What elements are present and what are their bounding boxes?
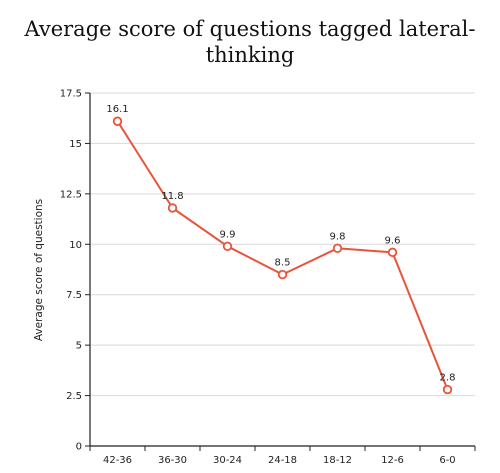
- data-label: 9.8: [330, 231, 346, 242]
- x-tick-label: 6-0: [439, 455, 455, 466]
- data-point[interactable]: [442, 384, 453, 395]
- y-tick-label: 5: [76, 341, 82, 352]
- data-point[interactable]: [112, 116, 123, 126]
- y-tick-label: 0: [76, 442, 82, 453]
- y-tick-label: 10: [69, 240, 82, 251]
- series-line: [116, 120, 449, 390]
- y-tick-label: 12.5: [60, 189, 82, 200]
- series-polyline: [116, 120, 449, 390]
- data-label: 9.6: [385, 235, 401, 246]
- data-label: 8.5: [275, 258, 291, 269]
- y-tick-label: 7.5: [66, 290, 82, 301]
- y-tick-label: 17.5: [60, 89, 82, 100]
- y-tick-label: 2.5: [66, 391, 82, 402]
- x-tick-label: 30-24: [213, 455, 242, 466]
- data-point[interactable]: [222, 241, 233, 252]
- x-tick-label: 42-36: [103, 455, 132, 466]
- y-tick-label: 15: [69, 139, 82, 150]
- axes: 0 2.5 5 7.5 10 12.5 15 17.5 42-36 36-30 30-24 24-18…: [60, 89, 476, 466]
- x-tick-label: 12-6: [381, 455, 404, 466]
- data-label: 11.8: [161, 191, 183, 202]
- data-label: 9.9: [220, 229, 236, 240]
- x-tick-label: 36-30: [158, 455, 187, 466]
- data-point[interactable]: [387, 247, 398, 258]
- data-point[interactable]: [167, 203, 178, 213]
- data-label: 16.1: [106, 104, 128, 115]
- data-label: 2.8: [440, 373, 456, 384]
- chart-title: Average score of questions tagged latera…: [24, 17, 476, 67]
- data-point[interactable]: [277, 269, 288, 280]
- data-points: [112, 116, 453, 395]
- y-axis-label: Average score of questions: [33, 199, 45, 341]
- data-point[interactable]: [332, 243, 343, 254]
- grid-lines: [90, 92, 475, 397]
- x-tick-label: 24-18: [268, 455, 297, 466]
- x-tick-label: 18-12: [323, 455, 352, 466]
- data-labels: 16.1 11.8 9.9 8.5 9.8 9.6 2.8: [106, 104, 455, 383]
